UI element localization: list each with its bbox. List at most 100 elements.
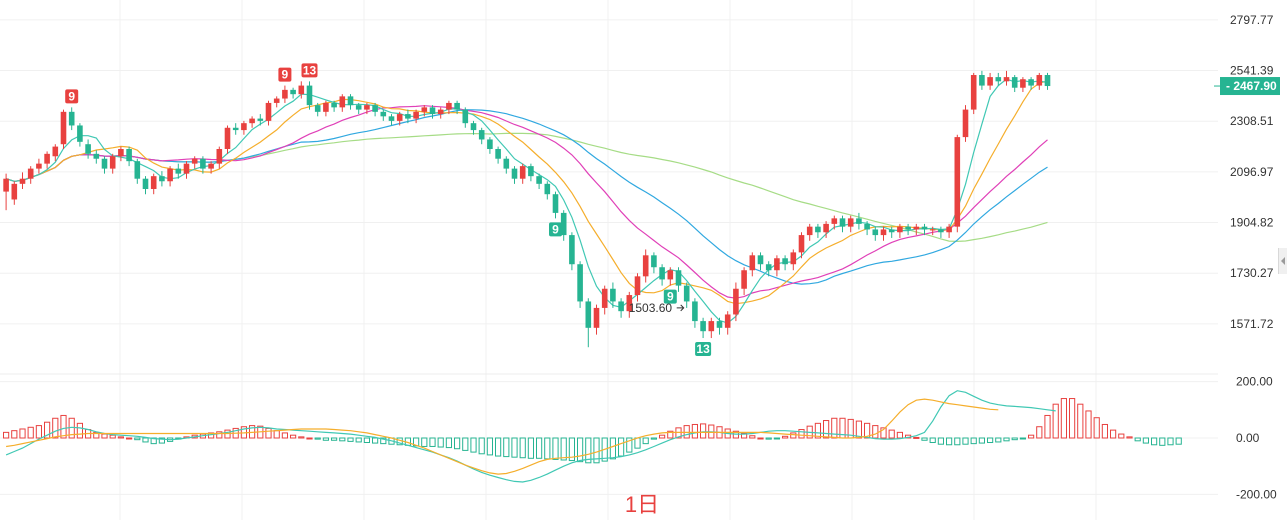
candle-body[interactable] (60, 111, 67, 145)
candle-body[interactable] (282, 89, 288, 99)
candle-body[interactable] (741, 270, 747, 289)
candle-body[interactable] (298, 85, 305, 95)
candle-body[interactable] (733, 288, 739, 315)
candle-body[interactable] (52, 146, 59, 157)
collapse-panel-tab[interactable] (1278, 248, 1287, 274)
candle-body[interactable] (560, 212, 567, 236)
candle-body[interactable] (601, 288, 608, 308)
candle-body[interactable] (1044, 75, 1051, 87)
candle-body[interactable] (339, 96, 346, 108)
candle-body[interactable] (429, 107, 436, 115)
candle-body[interactable] (511, 168, 518, 179)
candle-body[interactable] (249, 118, 255, 124)
candle-body[interactable] (593, 307, 600, 328)
candle-body[interactable] (979, 75, 985, 86)
candle-body[interactable] (191, 158, 198, 164)
candle-body[interactable] (823, 223, 829, 233)
candle-body[interactable] (864, 223, 870, 230)
candle-body[interactable] (454, 102, 460, 110)
candle-body[interactable] (11, 183, 18, 200)
candle-body[interactable] (585, 301, 592, 328)
candle-body[interactable] (610, 288, 616, 302)
candle-body[interactable] (19, 178, 26, 184)
candle-body[interactable] (995, 77, 1002, 82)
candle-body[interactable] (700, 321, 706, 332)
candle-body[interactable] (651, 255, 657, 268)
candle-body[interactable] (716, 321, 723, 328)
candle-body[interactable] (405, 114, 411, 119)
candle-body[interactable] (118, 149, 124, 157)
candle-body[interactable] (306, 85, 313, 106)
candle-body[interactable] (200, 158, 206, 169)
candle-body[interactable] (913, 226, 920, 230)
candle-body[interactable] (659, 267, 665, 280)
candle-body[interactable] (970, 75, 977, 110)
candle-body[interactable] (27, 168, 34, 179)
candle-body[interactable] (544, 183, 551, 195)
candle-body[interactable] (487, 139, 493, 150)
candle-body[interactable] (765, 264, 772, 271)
candle-body[interactable] (224, 127, 231, 150)
candle-body[interactable] (946, 226, 952, 233)
candle-body[interactable] (257, 118, 264, 121)
candle-body[interactable] (888, 229, 895, 233)
candle-body[interactable] (478, 130, 485, 140)
candle-body[interactable] (503, 158, 510, 169)
candle-body[interactable] (446, 102, 452, 110)
candle-body[interactable] (872, 229, 879, 236)
candle-body[interactable] (290, 89, 296, 95)
candle-body[interactable] (954, 137, 961, 227)
candle-body[interactable] (675, 270, 682, 286)
candle-body[interactable] (642, 255, 649, 277)
candle-body[interactable] (790, 252, 797, 265)
candle-body[interactable] (749, 255, 756, 271)
candle-body[interactable] (134, 161, 141, 179)
candle-body[interactable] (347, 96, 354, 106)
candle-body[interactable] (626, 295, 633, 312)
candle-body[interactable] (388, 116, 395, 121)
candle-body[interactable] (208, 163, 214, 169)
candle-body[interactable] (126, 149, 132, 162)
candle-body[interactable] (905, 226, 911, 230)
candle-body[interactable] (159, 176, 165, 182)
candle-body[interactable] (806, 226, 813, 236)
candle-body[interactable] (921, 226, 928, 230)
candle-body[interactable] (839, 218, 846, 227)
candle-body[interactable] (437, 109, 444, 115)
candle-body[interactable] (1020, 79, 1026, 88)
candle-body[interactable] (232, 127, 239, 131)
candle-body[interactable] (68, 111, 75, 126)
candle-body[interactable] (273, 98, 280, 103)
candle-body[interactable] (93, 153, 100, 159)
candle-body[interactable] (938, 229, 944, 233)
candle-body[interactable] (355, 105, 362, 110)
candle-body[interactable] (323, 102, 329, 112)
candle-body[interactable] (462, 109, 469, 124)
candle-body[interactable] (897, 226, 903, 233)
candle-body[interactable] (847, 218, 854, 227)
candle-body[interactable] (1011, 77, 1018, 88)
candle-body[interactable] (987, 77, 993, 86)
candle-body[interactable] (569, 235, 575, 265)
candle-body[interactable] (183, 163, 190, 174)
candle-body[interactable] (724, 314, 731, 328)
candle-body[interactable] (331, 102, 337, 108)
candle-body[interactable] (265, 102, 272, 121)
candle-body[interactable] (372, 105, 378, 112)
candle-body[interactable] (1028, 79, 1034, 86)
candle-body[interactable] (831, 218, 838, 224)
candle-body[interactable] (3, 178, 9, 192)
candle-body[interactable] (36, 163, 42, 169)
candle-body[interactable] (536, 176, 542, 184)
candle-body[interactable] (856, 218, 862, 224)
candle-body[interactable] (634, 276, 641, 296)
candle-body[interactable] (962, 109, 969, 138)
candle-body[interactable] (782, 258, 788, 265)
candle-body[interactable] (101, 158, 108, 169)
candle-body[interactable] (692, 301, 698, 322)
candle-body[interactable] (1036, 75, 1043, 86)
candle-body[interactable] (528, 166, 534, 177)
candle-body[interactable] (216, 149, 223, 164)
